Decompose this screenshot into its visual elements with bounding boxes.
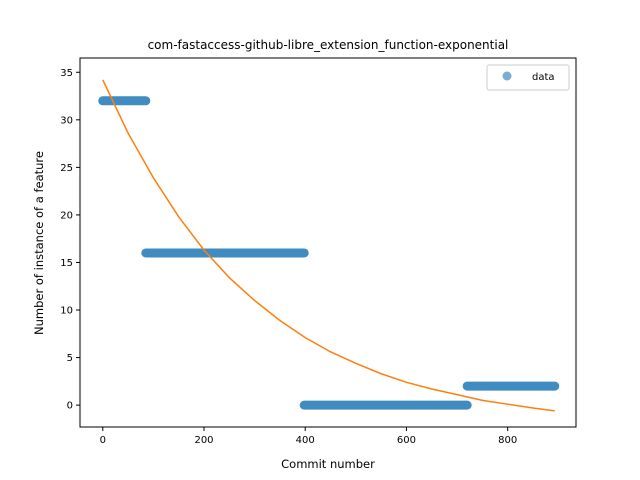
x-tick-label: 600 bbox=[397, 435, 416, 446]
y-tick-label: 20 bbox=[60, 210, 73, 221]
y-tick-label: 15 bbox=[60, 258, 73, 269]
x-tick-label: 200 bbox=[194, 435, 213, 446]
y-tick-label: 10 bbox=[60, 306, 73, 317]
data-layer bbox=[98, 96, 560, 410]
y-tick-label: 25 bbox=[60, 163, 73, 174]
legend-box bbox=[486, 64, 570, 91]
x-tick-label: 400 bbox=[296, 435, 315, 446]
y-tick-label: 35 bbox=[60, 68, 73, 79]
x-axis-ticks: 0 200 400 600 800 bbox=[100, 427, 517, 446]
y-tick-label: 0 bbox=[67, 401, 73, 412]
plot-area-frame bbox=[79, 57, 577, 428]
y-tick-label: 30 bbox=[60, 115, 73, 126]
legend-marker-data bbox=[502, 71, 512, 81]
legend-label-data: data bbox=[532, 72, 555, 83]
fit-layer bbox=[102, 79, 555, 412]
x-tick-label: 800 bbox=[498, 435, 517, 446]
fit-curve bbox=[102, 79, 555, 412]
y-axis-label: Number of instance of a feature bbox=[32, 151, 46, 335]
y-tick-label: 5 bbox=[67, 353, 73, 364]
x-tick-label: 0 bbox=[100, 435, 106, 446]
chart-title: com-fastaccess-github-libre_extension_fu… bbox=[148, 38, 509, 52]
y-axis-ticks: 0 5 10 15 20 25 30 35 bbox=[60, 68, 80, 412]
legend: data bbox=[486, 64, 570, 91]
x-axis-label: Commit number bbox=[281, 457, 375, 471]
